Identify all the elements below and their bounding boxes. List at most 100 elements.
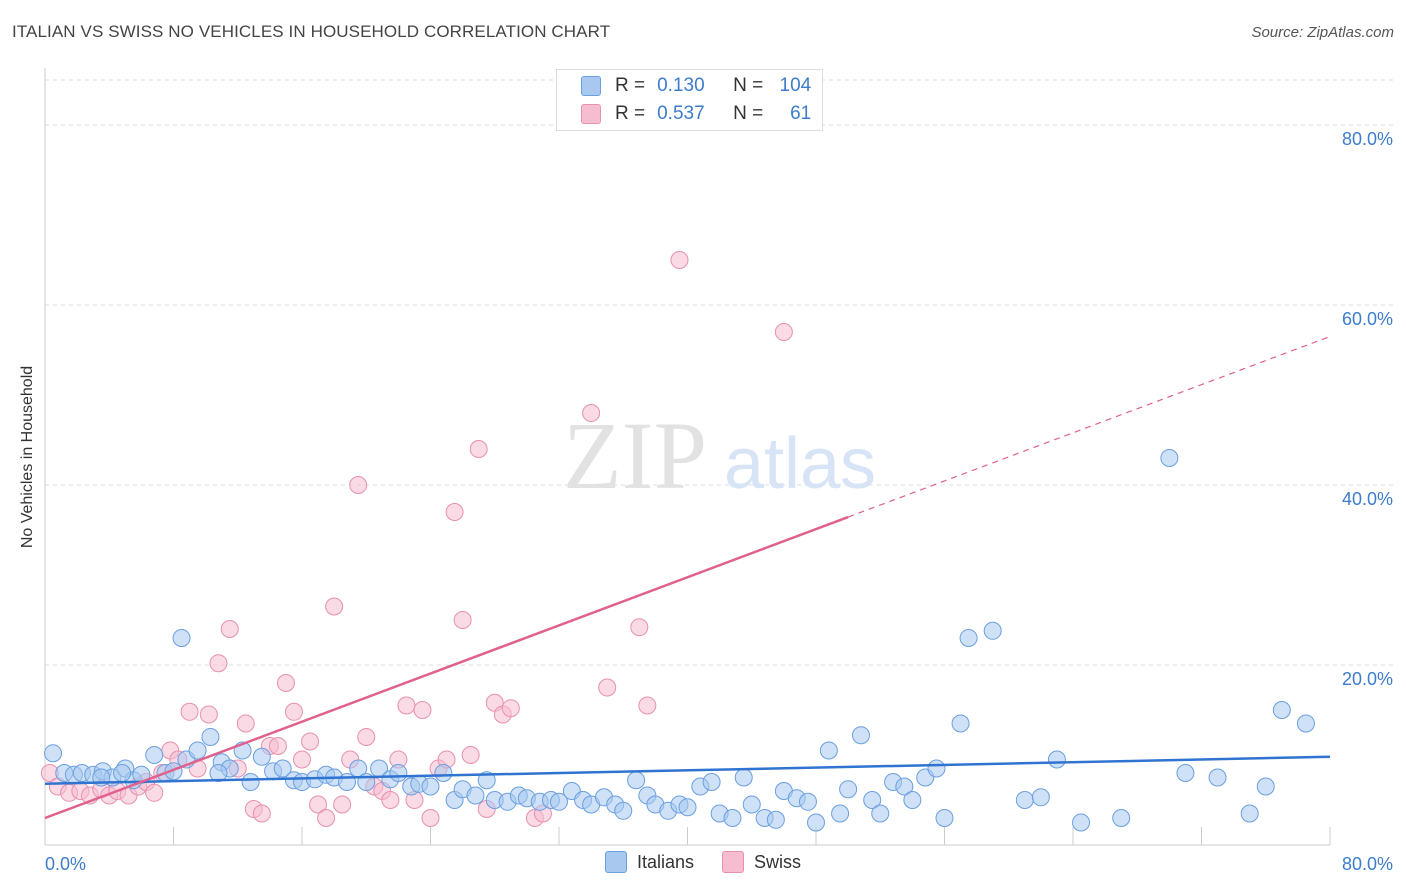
swiss-point <box>333 795 352 814</box>
legend-row-italians: R = 0.130 N = 104 <box>581 73 811 99</box>
italians-point <box>742 795 761 814</box>
swiss-point <box>357 728 376 746</box>
swiss-point <box>301 732 320 751</box>
italians-point <box>113 764 132 782</box>
source-label: Source: ZipAtlas.com <box>1251 24 1394 41</box>
n-label: N = <box>733 103 764 124</box>
swiss-point <box>501 699 520 718</box>
swiss-point <box>582 404 601 422</box>
italians-point <box>466 786 485 805</box>
italians-point <box>678 798 697 817</box>
swiss-point <box>381 791 400 809</box>
swiss-point <box>317 809 336 827</box>
italians-point <box>766 810 785 829</box>
italians-point <box>935 809 954 827</box>
italians-point <box>1208 768 1227 787</box>
swiss-point <box>421 809 440 827</box>
swiss-point <box>413 701 432 719</box>
swiss-point <box>774 323 793 341</box>
tick-labels: 20.0% 40.0% 60.0% 80.0% 0.0% 80.0% <box>45 129 1393 874</box>
italians-point <box>477 771 496 790</box>
y-tick-label: 60.0% <box>1342 309 1393 329</box>
axes <box>44 68 1331 846</box>
swiss-point <box>220 620 239 638</box>
italians-point <box>723 809 742 827</box>
italians-legend-swatch <box>604 851 627 873</box>
n-value: 104 <box>779 75 812 96</box>
italians-point <box>550 792 568 811</box>
italians-point <box>851 726 870 745</box>
italians-point <box>188 741 207 760</box>
grid-lines <box>45 79 1395 666</box>
italians-point <box>1176 764 1195 782</box>
swiss-trend-line <box>44 515 849 820</box>
italians-point <box>1296 714 1315 733</box>
x-tick-label-min: 0.0% <box>45 854 86 874</box>
italians-point <box>1047 750 1066 769</box>
italians-point <box>702 773 721 791</box>
swiss-point <box>180 702 199 721</box>
trend-lines <box>44 335 1331 820</box>
swiss-point <box>469 440 488 458</box>
r-label: R = <box>615 103 646 124</box>
italians-point <box>951 714 970 733</box>
legend-item-italians: Italians <box>604 851 695 873</box>
italians-point <box>389 764 408 782</box>
y-tick-label: 80.0% <box>1342 129 1393 149</box>
italians-point <box>172 629 191 647</box>
legend-row-swiss: R = 0.537 N = 61 <box>581 101 811 127</box>
italians-point <box>201 728 220 746</box>
italians-point <box>1272 701 1291 719</box>
italians-point <box>337 773 356 791</box>
r-label: R = <box>615 75 646 96</box>
swiss-point <box>325 597 344 616</box>
italians-point <box>421 777 440 796</box>
swiss-point <box>309 795 328 814</box>
swiss-point <box>252 804 271 823</box>
series-legend: Italians Swiss <box>0 851 1406 873</box>
italians-point <box>831 804 850 823</box>
italians-point <box>209 764 228 782</box>
italians-point <box>863 791 882 809</box>
swiss-point <box>284 702 303 721</box>
italians-point <box>839 780 858 799</box>
y-tick-label: 40.0% <box>1342 489 1393 509</box>
italians-legend-label: Italians <box>636 851 695 872</box>
n-value: 61 <box>790 103 812 124</box>
swiss-point <box>397 696 416 715</box>
swiss-trend-extension <box>847 335 1331 518</box>
italians-point <box>927 759 946 778</box>
italians-point <box>252 747 271 766</box>
swiss-legend-swatch <box>722 851 745 873</box>
italians-point <box>241 773 260 791</box>
y-tick-label: 20.0% <box>1342 669 1393 689</box>
chart-title: ITALIAN VS SWISS NO VEHICLES IN HOUSEHOL… <box>12 22 611 41</box>
swiss-point <box>209 654 228 673</box>
swiss-point <box>461 746 480 764</box>
italians-point <box>807 813 825 832</box>
italians-point <box>1160 449 1179 467</box>
swiss-point <box>630 618 649 637</box>
stats-legend: R = 0.130 N = 104 R = 0.537 N = 61 <box>556 69 823 131</box>
italians-point <box>798 792 817 811</box>
n-label: N = <box>733 75 764 96</box>
italians-point <box>1072 813 1091 832</box>
italians-point <box>273 759 292 778</box>
swiss-swatch <box>581 104 601 124</box>
swiss-point <box>268 737 287 755</box>
italians-points <box>44 449 1315 832</box>
italians-point <box>145 746 164 764</box>
italians-point <box>1240 804 1259 823</box>
watermark: ZIP atlas <box>563 402 876 509</box>
italians-point <box>614 801 633 820</box>
legend-item-swiss: Swiss <box>722 851 801 873</box>
italians-point <box>1256 777 1275 796</box>
italians-point <box>1112 809 1131 827</box>
swiss-point <box>145 783 164 802</box>
swiss-point <box>445 503 464 521</box>
swiss-point <box>349 476 368 494</box>
swiss-legend-label: Swiss <box>754 851 802 872</box>
r-value: 0.130 <box>657 75 705 96</box>
swiss-point <box>598 678 617 697</box>
